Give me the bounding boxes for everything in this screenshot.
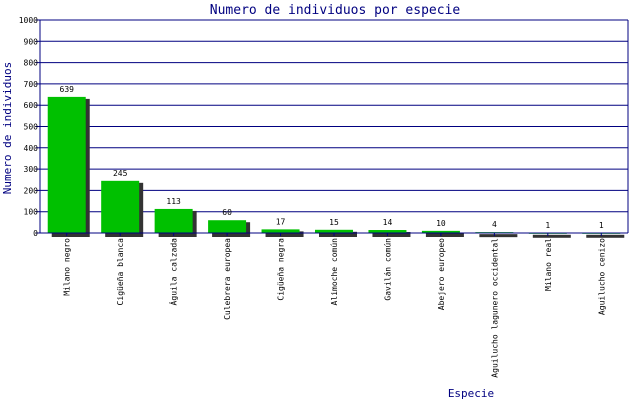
bar-value-label: 4 [492,220,497,229]
y-axis-title: Numero de individuos [1,62,14,194]
y-tick-label: 400 [24,144,39,153]
y-tick-label: 600 [24,101,39,110]
bar [368,230,407,233]
y-tick-label: 700 [24,80,39,89]
bar-shadow [265,231,304,237]
x-tick-label: Culebrera europea [223,238,232,320]
y-tick-label: 200 [24,186,39,195]
x-axis-title: Especie [448,387,494,400]
bar-value-label: 245 [113,169,128,178]
bar-value-label: 113 [166,197,181,206]
bar-shadow [372,232,411,237]
bar-shadow [319,231,357,237]
y-tick-label: 100 [24,208,39,217]
x-tick-label: Abejero europeo [437,238,446,310]
bar-value-label: 639 [60,85,75,94]
x-tick-label: Aguilucho lagunero occidental [490,238,499,378]
bar [421,230,460,233]
bar-shadow [425,232,464,237]
bar [315,229,353,233]
x-tick-label: Cigüeña blanca [116,238,125,306]
x-tick-label: Cigüeña negra [277,238,286,301]
bar [261,229,300,233]
y-tick-label: 0 [33,229,38,238]
bar-value-label: 15 [329,218,339,227]
x-tick-label: Alimoche común [330,238,339,306]
bar-value-label: 1 [599,221,604,230]
x-tick-label: Aguilucho cenizo [597,238,606,315]
bar-shadow [586,234,625,238]
bar [47,96,86,233]
x-tick-label: Gavilán común [383,238,392,301]
value-labels: 639 245 113 60 17 15 14 10 4 1 1 [60,85,604,230]
bar-shadow [479,234,518,238]
y-tick-labels: 0 100 200 300 400 500 600 700 800 900 1000 [19,16,38,238]
category-labels: Milano negro Cigüeña blanca Águila calzada… [63,233,606,378]
bar [154,208,193,233]
bar-value-label: 17 [276,217,286,226]
bar [208,220,247,233]
y-tick-label: 900 [24,37,39,46]
bar-value-label: 14 [383,218,393,227]
bar-value-label: 1 [545,221,550,230]
y-tick-label: 800 [24,59,39,68]
y-tick-label: 1000 [19,16,38,25]
bar [101,180,140,233]
bar-value-label: 10 [436,219,446,228]
bars [47,96,625,238]
y-tick-label: 500 [24,123,39,132]
chart-title: Numero de individuos por especie [210,3,461,18]
x-tick-label: Milano negro [63,238,72,296]
x-tick-label: Milano real [544,238,553,291]
x-tick-label: Águila calzada [168,238,179,306]
bar-value-label: 60 [222,208,232,217]
y-tick-label: 300 [24,165,39,174]
bar-shadow [532,234,571,238]
